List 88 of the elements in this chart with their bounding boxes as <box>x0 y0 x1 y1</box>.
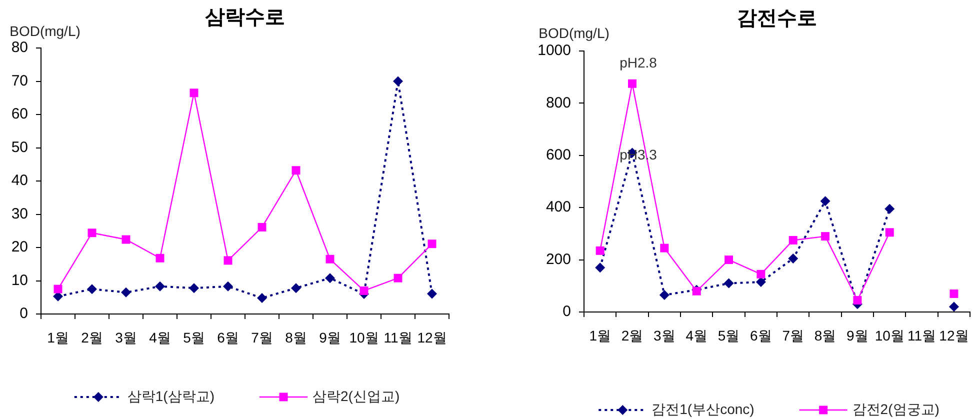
point <box>292 166 300 175</box>
point <box>393 76 403 86</box>
point <box>88 228 96 238</box>
point <box>628 79 636 88</box>
point <box>724 278 734 288</box>
point <box>257 293 267 304</box>
y-tick-label: 1000 <box>538 42 571 60</box>
x-tick-label: 9월 <box>846 327 868 344</box>
chart-title: 삼락수로 <box>205 6 285 29</box>
point <box>884 204 895 214</box>
y-tick-label: 60 <box>11 106 28 123</box>
point <box>756 276 766 287</box>
point <box>87 284 97 294</box>
point <box>788 236 798 244</box>
x-tick-label: 10월 <box>874 327 904 344</box>
legend-label: 삼락1(삼락교) <box>127 388 215 404</box>
point <box>788 253 798 264</box>
y-axis-title: BOD(mg/L) <box>538 24 610 41</box>
x-tick-label: 11월 <box>384 329 412 346</box>
point <box>596 246 604 255</box>
x-tick-label: 12월 <box>939 327 969 344</box>
y-tick-label: 20 <box>11 238 28 256</box>
point <box>595 262 606 273</box>
chart-title: 감전수로 <box>737 8 818 30</box>
x-tick-label: 11월 <box>908 327 936 344</box>
x-tick-label: 3월 <box>115 329 137 346</box>
y-tick-label: 80 <box>11 39 28 56</box>
point <box>756 270 766 278</box>
x-tick-label: 7월 <box>782 327 804 344</box>
point <box>223 281 233 292</box>
x-tick-label: 5월 <box>718 327 740 344</box>
y-tick-label: 0 <box>20 305 28 322</box>
legend-label: 삼락2(신업교) <box>312 388 400 404</box>
point <box>853 296 862 304</box>
point <box>325 273 335 284</box>
point <box>820 196 830 206</box>
x-tick-label: 2월 <box>621 327 644 344</box>
point <box>156 254 164 262</box>
x-tick-label: 4월 <box>686 327 708 344</box>
legend-label: 감전1(부산conc) <box>652 400 754 417</box>
y-axis-title: BOD(mg/L) <box>10 22 80 39</box>
point <box>394 274 402 282</box>
x-tick-label: 4월 <box>149 329 171 346</box>
y-tick-label: 800 <box>546 94 571 112</box>
x-tick-label: 6월 <box>750 327 772 344</box>
point <box>190 88 198 98</box>
x-tick-label: 3월 <box>654 327 676 344</box>
point <box>659 290 670 300</box>
point <box>948 302 959 312</box>
y-tick-label: 200 <box>546 250 571 268</box>
point <box>821 232 830 241</box>
legend-label: 감전2(엄궁교) <box>852 400 940 417</box>
point <box>660 244 669 252</box>
point <box>326 254 334 264</box>
y-tick-label: 30 <box>11 205 28 222</box>
y-tick-label: 10 <box>11 272 28 289</box>
point <box>291 283 301 294</box>
y-tick-label: 70 <box>11 72 28 90</box>
point <box>258 222 266 232</box>
x-tick-label: 8월 <box>285 329 307 346</box>
point <box>950 289 958 298</box>
x-tick-label: 7월 <box>251 329 273 346</box>
y-tick-label: 40 <box>11 172 28 190</box>
y-tick-label: 600 <box>546 146 571 164</box>
x-tick-label: 6월 <box>217 329 239 346</box>
x-tick-label: 9월 <box>319 329 341 346</box>
point <box>54 284 62 294</box>
x-tick-label: 8월 <box>814 327 836 344</box>
x-tick-label: 5월 <box>183 329 205 346</box>
point <box>224 256 232 265</box>
y-tick-label: 400 <box>546 198 571 216</box>
point <box>122 235 130 244</box>
x-tick-label: 10월 <box>349 329 379 346</box>
x-tick-label: 2월 <box>81 329 103 346</box>
annotation: pH2.8 <box>620 54 658 70</box>
y-tick-label: 0 <box>562 303 571 320</box>
y-tick-label: 50 <box>11 138 28 156</box>
point <box>724 256 734 264</box>
point <box>121 287 131 298</box>
point <box>427 288 437 299</box>
point <box>189 283 199 294</box>
x-tick-label: 12월 <box>417 329 447 346</box>
x-tick-label: 1월 <box>47 329 69 346</box>
point <box>428 240 436 248</box>
x-tick-label: 1월 <box>589 327 611 344</box>
point <box>885 228 894 237</box>
point <box>155 281 165 292</box>
point <box>360 286 368 295</box>
